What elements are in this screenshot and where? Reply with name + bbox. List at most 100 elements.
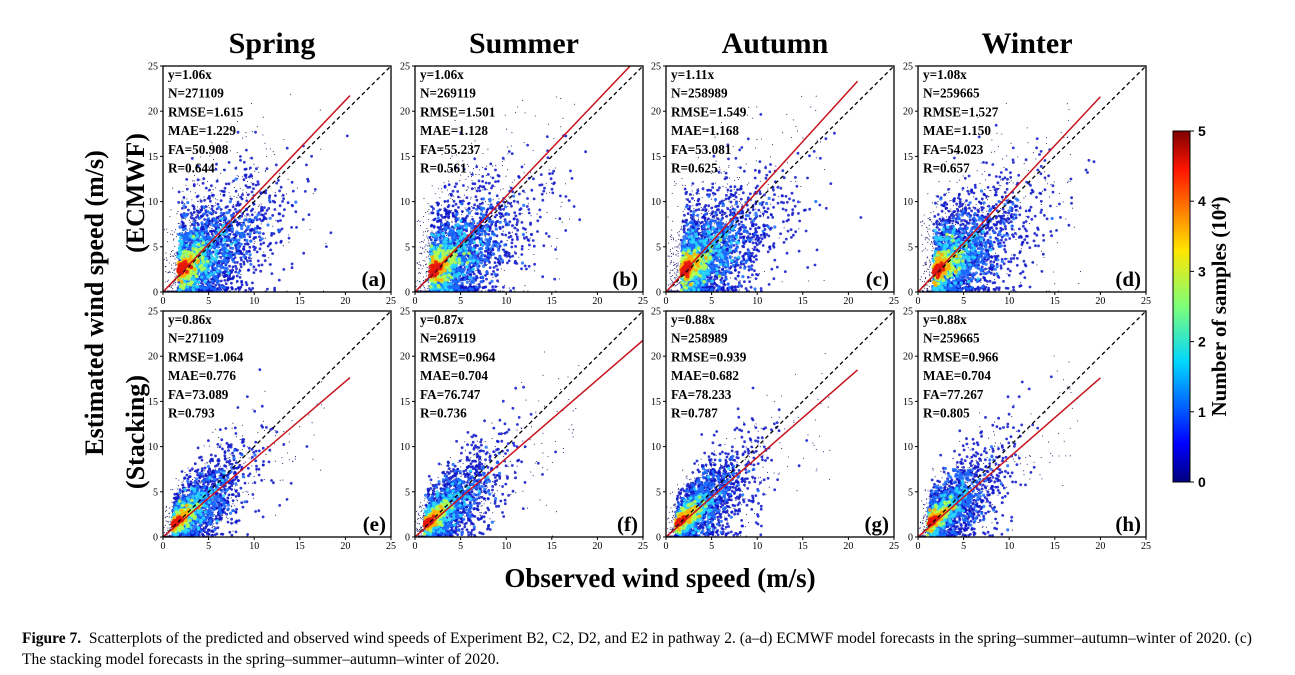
fit-line <box>163 377 351 537</box>
x-tick-label: 10 <box>752 541 762 552</box>
y-tick-label: 5 <box>405 242 410 253</box>
x-tick-label: 0 <box>413 541 418 552</box>
one-to-one-line <box>163 66 391 292</box>
column-title-winter: Winter <box>981 27 1072 60</box>
stat-text: N=259665 <box>923 86 980 101</box>
x-tick-label: 5 <box>206 541 211 552</box>
y-tick-label: 20 <box>400 107 410 118</box>
y-tick-label: 20 <box>651 352 661 363</box>
colorbar-gradient <box>1172 130 1191 483</box>
x-tick-label: 15 <box>295 296 305 307</box>
x-tick-label: 5 <box>961 296 966 307</box>
y-tick-label: 25 <box>148 62 158 73</box>
x-tick-label: 25 <box>1141 296 1151 307</box>
stat-text: N=258989 <box>671 331 728 346</box>
stat-text: FA=76.747 <box>420 387 481 402</box>
x-tick-label: 0 <box>413 296 418 307</box>
y-tick-label: 5 <box>153 487 158 498</box>
panel-a: 0 5 10 15 20 25 0 5 10 15 20 25 y=1.06x N=271109 RMSE=… <box>148 62 396 308</box>
one-to-one-line <box>415 66 643 292</box>
stat-text: FA=53.081 <box>671 142 731 157</box>
y-tick-label: 5 <box>908 242 913 253</box>
x-tick-label: 20 <box>1095 541 1105 552</box>
panel-label: (e) <box>363 512 386 536</box>
column-title-autumn: Autumn <box>722 27 829 60</box>
y-tick-label: 10 <box>903 197 913 208</box>
panel-label: (b) <box>612 267 638 291</box>
y-tick-label: 20 <box>903 107 913 118</box>
x-tick-label: 5 <box>458 296 463 307</box>
y-tick-label: 15 <box>651 397 661 408</box>
stat-text: R=0.657 <box>923 161 970 176</box>
x-tick-label: 20 <box>843 296 853 307</box>
x-tick-label: 25 <box>386 296 396 307</box>
x-tick-label: 0 <box>161 541 166 552</box>
stat-text: MAE=0.682 <box>671 368 739 383</box>
one-to-one-line <box>666 311 894 537</box>
x-tick-label: 25 <box>889 296 899 307</box>
stat-text: MAE=1.168 <box>671 123 739 138</box>
panel-label: (h) <box>1115 512 1141 536</box>
x-tick-label: 20 <box>340 296 350 307</box>
stat-text: y=1.11x <box>671 67 714 82</box>
stat-text: R=0.805 <box>923 406 970 421</box>
stat-text: N=271109 <box>168 86 224 101</box>
x-tick-label: 10 <box>1004 541 1014 552</box>
stat-text: MAE=0.704 <box>923 368 991 383</box>
stat-text: FA=78.233 <box>671 387 732 402</box>
stat-text: RMSE=1.064 <box>168 349 244 364</box>
fit-line <box>666 369 859 537</box>
colorbar-tick-label: 3 <box>1198 263 1206 279</box>
y-tick-label: 15 <box>651 152 661 163</box>
x-tick-label: 0 <box>161 296 166 307</box>
stat-text: MAE=1.128 <box>420 123 488 138</box>
density-points <box>415 351 580 537</box>
column-title-summer: Summer <box>469 27 579 60</box>
axes-frame <box>414 65 644 293</box>
x-tick-label: 15 <box>798 296 808 307</box>
panel-label: (d) <box>1115 267 1141 291</box>
stat-text: RMSE=1.527 <box>923 104 999 119</box>
density-points <box>163 93 349 292</box>
y-tick-label: 10 <box>651 197 661 208</box>
stat-text: MAE=1.229 <box>168 123 236 138</box>
y-tick-label: 5 <box>908 487 913 498</box>
y-tick-label: 15 <box>400 152 410 163</box>
x-tick-label: 20 <box>843 541 853 552</box>
y-tick-label: 15 <box>148 152 158 163</box>
x-tick-label: 15 <box>547 541 557 552</box>
y-tick-label: 10 <box>400 442 410 453</box>
stat-text: R=0.736 <box>420 406 467 421</box>
x-tick-label: 15 <box>547 296 557 307</box>
y-tick-label: 5 <box>153 242 158 253</box>
axes-frame <box>917 310 1147 538</box>
fit-line <box>666 80 859 292</box>
axes-frame <box>414 310 644 538</box>
figure: Spring Summer Autumn Winter Estimated wind … <box>80 27 1231 593</box>
x-tick-label: 15 <box>1050 541 1060 552</box>
y-tick-label: 25 <box>400 307 410 318</box>
stat-text: R=0.787 <box>671 406 718 421</box>
axes-frame <box>917 65 1147 293</box>
stat-text: MAE=0.776 <box>168 368 236 383</box>
panel-label: (c) <box>866 267 889 291</box>
y-tick-label: 10 <box>903 442 913 453</box>
stat-text: RMSE=1.549 <box>671 104 747 119</box>
y-tick-label: 10 <box>400 197 410 208</box>
panel-label: (a) <box>362 267 387 291</box>
colorbar-tick-label: 0 <box>1198 474 1206 490</box>
stat-text: R=0.644 <box>168 161 215 176</box>
stat-text: FA=50.908 <box>168 142 229 157</box>
y-tick-label: 20 <box>903 352 913 363</box>
colorbar-label: Number of samples (10⁴) <box>1207 197 1231 417</box>
one-to-one-line <box>918 66 1146 292</box>
panel-label: (f) <box>617 512 638 536</box>
panel-c: 0 5 10 15 20 25 0 5 10 15 20 25 y=1.11x N=258989 RMSE=… <box>651 62 899 308</box>
y-tick-label: 0 <box>656 533 661 544</box>
x-tick-label: 15 <box>798 541 808 552</box>
stat-text: RMSE=0.964 <box>420 349 496 364</box>
fit-line <box>918 96 1101 292</box>
x-tick-label: 15 <box>1050 296 1060 307</box>
x-tick-label: 5 <box>709 541 714 552</box>
y-tick-label: 15 <box>903 397 913 408</box>
